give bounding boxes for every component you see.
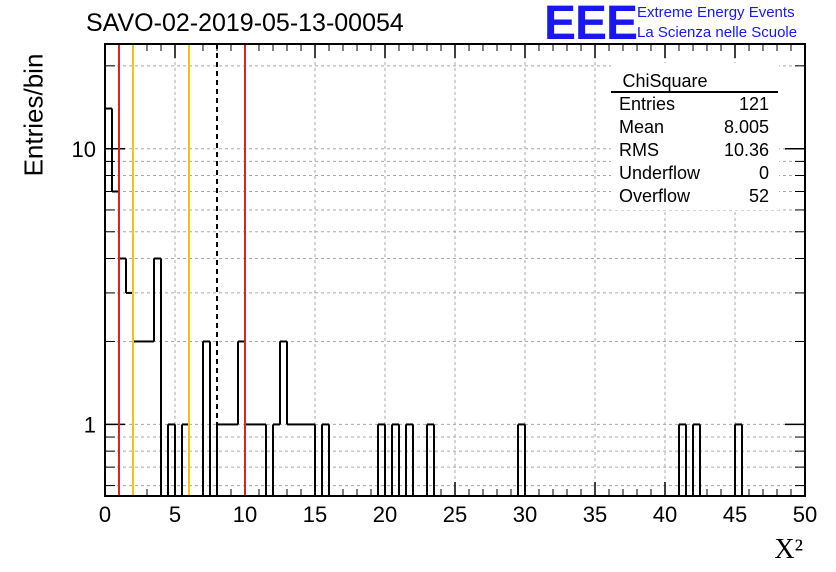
stats-box-background xyxy=(611,63,779,210)
stats-box: ChiSquare Entries 121 Mean 8.005 RMS 10.… xyxy=(611,63,779,210)
x-tick-label: 45 xyxy=(723,502,747,527)
stats-label-entries: Entries xyxy=(619,94,675,114)
stats-label-overflow: Overflow xyxy=(619,186,691,206)
x-tick-label: 30 xyxy=(513,502,537,527)
y-tick-label: 10 xyxy=(72,137,96,162)
stats-label-underflow: Underflow xyxy=(619,163,701,183)
eee-logo: EEE xyxy=(544,0,638,50)
x-tick-label: 25 xyxy=(443,502,467,527)
x-tick-label: 40 xyxy=(653,502,677,527)
x-tick-label: 50 xyxy=(793,502,817,527)
reference-lines-layer xyxy=(118,44,246,496)
logo-tagline-2: La Scienza nelle Scuole xyxy=(637,24,798,41)
logo-tagline-1: Extreme Energy Events xyxy=(637,4,795,21)
ticks-layer: 0 5 10 15 20 25 30 35 40 45 50 1 10 xyxy=(72,44,817,527)
x-tick-label: 35 xyxy=(583,502,607,527)
plot-frame xyxy=(104,43,806,497)
page-title: SAVO-02-2019-05-13-00054 xyxy=(86,9,404,37)
stats-box-title: ChiSquare xyxy=(622,71,707,91)
x-tick-label: 20 xyxy=(373,502,397,527)
x-tick-label: 10 xyxy=(233,502,257,527)
y-tick-label: 1 xyxy=(84,412,96,437)
stats-value-underflow: 0 xyxy=(759,163,769,183)
stats-value-mean: 8.005 xyxy=(724,117,769,137)
x-tick-label: 5 xyxy=(169,502,181,527)
stats-value-entries: 121 xyxy=(739,94,769,114)
x-tick-label: 15 xyxy=(303,502,327,527)
stats-label-rms: RMS xyxy=(619,140,659,160)
x-tick-label: 0 xyxy=(99,502,111,527)
stats-value-rms: 10.36 xyxy=(724,140,769,160)
stats-label-mean: Mean xyxy=(619,117,664,137)
stats-value-overflow: 52 xyxy=(749,186,769,206)
x-axis-label: X² xyxy=(774,534,803,565)
